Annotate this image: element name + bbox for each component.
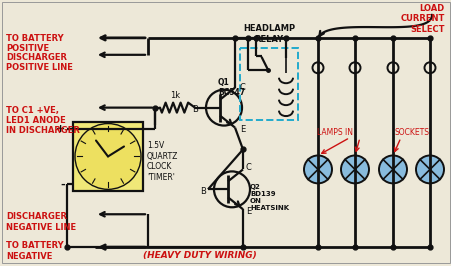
Text: TO C1 +VE,
LED1 ANODE
IN DISCHARGER: TO C1 +VE, LED1 ANODE IN DISCHARGER (6, 106, 80, 135)
Text: TO BATTERY
NEGATIVE: TO BATTERY NEGATIVE (6, 241, 64, 261)
Text: LOAD
CURRENT
SELECT: LOAD CURRENT SELECT (400, 4, 444, 34)
Text: (HEAVY DUTY WIRING): (HEAVY DUTY WIRING) (143, 251, 256, 260)
Text: LAMPS IN: LAMPS IN (316, 128, 352, 136)
Text: TO BATTERY
POSITIVE: TO BATTERY POSITIVE (6, 34, 64, 53)
Circle shape (340, 155, 368, 183)
Text: 1k: 1k (170, 91, 179, 100)
Text: E: E (245, 207, 251, 216)
Text: +: + (55, 123, 65, 134)
Circle shape (415, 155, 443, 183)
Text: C: C (245, 163, 251, 172)
Text: 1.5V
QUARTZ
CLOCK
'TIMER': 1.5V QUARTZ CLOCK 'TIMER' (147, 141, 178, 181)
Circle shape (378, 155, 406, 183)
Bar (239, 48, 297, 120)
Text: DISCHARGER
NEGATIVE LINE: DISCHARGER NEGATIVE LINE (6, 212, 76, 232)
Text: -: - (60, 179, 65, 189)
Bar (73, 122, 143, 191)
Text: C: C (239, 83, 245, 92)
Text: B: B (192, 105, 198, 114)
Text: SOCKETS: SOCKETS (394, 128, 429, 136)
Text: Q2
BD139
ON
HEATSINK: Q2 BD139 ON HEATSINK (249, 184, 289, 211)
Text: DISCHARGER
POSITIVE LINE: DISCHARGER POSITIVE LINE (6, 53, 73, 72)
Text: Q1
BC547: Q1 BC547 (217, 78, 244, 97)
Circle shape (304, 155, 331, 183)
Text: B: B (200, 187, 206, 196)
Text: E: E (239, 125, 245, 134)
Text: HEADLAMP
RELAY: HEADLAMP RELAY (242, 24, 295, 44)
Circle shape (75, 124, 141, 189)
